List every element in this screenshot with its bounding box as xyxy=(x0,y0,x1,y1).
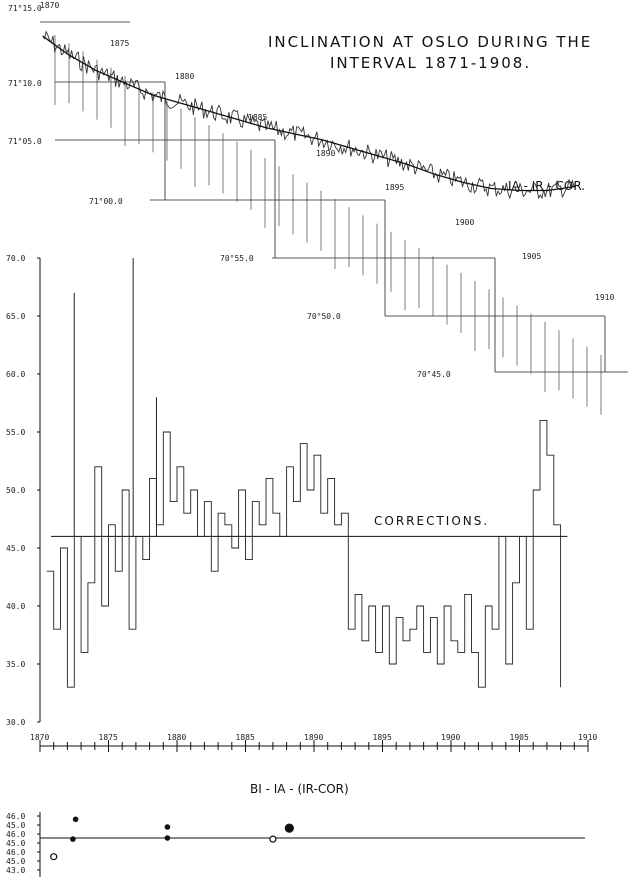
diff-ytick-label-6: 43.0 xyxy=(6,866,25,875)
year-label-1895: 1895 xyxy=(385,183,404,192)
corr-xtick-label-1900: 1900 xyxy=(441,733,460,742)
difference-point-5 xyxy=(269,835,277,843)
smooth-trend-curve xyxy=(42,35,576,192)
diff-ytick-label-2: 46.0 xyxy=(6,830,25,839)
diff-ytick-label-1: 45.0 xyxy=(6,821,25,830)
corr-ytick-label-1: 35.0 xyxy=(6,660,25,669)
difference-point-4 xyxy=(164,835,171,841)
corr-ytick-label-8: 70.0 xyxy=(6,254,25,263)
corrections-title: CORRECTIONS. xyxy=(374,514,489,528)
corr-ytick-label-7: 65.0 xyxy=(6,312,25,321)
corr-xtick-label-1910: 1910 xyxy=(578,733,597,742)
difference-point-1 xyxy=(70,836,76,842)
difference-y-ticks: 46.045.046.045.046.045.043.0 xyxy=(6,812,40,875)
difference-points xyxy=(50,816,294,861)
yearly-tick-lines xyxy=(54,35,602,415)
year-label-1905: 1905 xyxy=(522,252,541,261)
level-label-5: 70°50.0 xyxy=(307,312,341,321)
chart-title-line2: INTERVAL 1871-1908. xyxy=(330,54,531,72)
difference-point-3 xyxy=(164,824,171,830)
difference-point-2 xyxy=(72,816,79,823)
difference-point-0 xyxy=(50,853,58,861)
difference-title: BI - IA - (IR-COR) xyxy=(250,782,349,796)
diff-ytick-label-5: 45.0 xyxy=(6,857,25,866)
diff-ytick-label-3: 45.0 xyxy=(6,839,25,848)
corr-ytick-label-4: 50.0 xyxy=(6,486,25,495)
corr-xtick-label-1905: 1905 xyxy=(510,733,529,742)
corr-xtick-label-1880: 1880 xyxy=(167,733,186,742)
corr-ytick-label-0: 30.0 xyxy=(6,718,25,727)
corr-ytick-label-6: 60.0 xyxy=(6,370,25,379)
level-label-0: 71°15.0 xyxy=(8,4,42,13)
year-label-1890: 1890 xyxy=(316,149,335,158)
raw-inclination-curve xyxy=(42,30,577,200)
corrections-y-ticks: 30.0 35.0 40.0 45.0 50.0 55.0 60.0 65.0 70.0 xyxy=(6,254,40,727)
corrections-step-series xyxy=(46,419,562,688)
corr-xtick-label-1885: 1885 xyxy=(236,733,255,742)
corr-xtick-label-1870: 1870 xyxy=(30,733,49,742)
corrections-spikes xyxy=(73,258,157,537)
difference-panel: BI - IA - (IR-COR) 46.045.046.045.046.04… xyxy=(6,782,585,877)
difference-point-6 xyxy=(284,823,294,833)
level-label-2: 71°05.0 xyxy=(8,137,42,146)
chart-title-line1: INCLINATION AT OSLO DURING THE xyxy=(268,33,592,51)
corr-ytick-label-3: 45.0 xyxy=(6,544,25,553)
corrections-x-ticks: 1870 1875 1880 1885 1890 1895 1900 1905 1910 xyxy=(30,733,597,752)
corr-xtick-label-1895: 1895 xyxy=(373,733,392,742)
level-labels: 71°15.0 71°10.0 71°05.0 71°00.0 70°55.0 70°50… xyxy=(8,4,451,379)
diff-ytick-label-0: 46.0 xyxy=(6,812,25,821)
staircase-grid xyxy=(40,21,628,373)
corrections-panel: 30.0 35.0 40.0 45.0 50.0 55.0 60.0 65.0 70.0 COR… xyxy=(6,254,597,752)
corr-xtick-label-1875: 1875 xyxy=(99,733,118,742)
year-label-1875: 1875 xyxy=(110,39,129,48)
year-label-1880: 1880 xyxy=(175,72,194,81)
level-label-6: 70°45.0 xyxy=(417,370,451,379)
year-label-1900: 1900 xyxy=(455,218,474,227)
diff-ytick-label-4: 46.0 xyxy=(6,848,25,857)
year-label-1885: 1885 xyxy=(248,113,267,122)
year-labels: 1870 1875 1880 1885 1890 1895 1900 1905 1910 xyxy=(40,1,614,302)
level-label-1: 71°10.0 xyxy=(8,79,42,88)
corr-ytick-label-2: 40.0 xyxy=(6,602,25,611)
corr-xtick-label-1890: 1890 xyxy=(304,733,323,742)
inclination-panel: INCLINATION AT OSLO DURING THE INTERVAL … xyxy=(8,1,628,415)
year-label-1910: 1910 xyxy=(595,293,614,302)
level-label-4: 70°55.0 xyxy=(220,254,254,263)
level-label-3: 71°00.0 xyxy=(89,197,123,206)
corr-ytick-label-5: 55.0 xyxy=(6,428,25,437)
year-label-1870: 1870 xyxy=(40,1,59,10)
